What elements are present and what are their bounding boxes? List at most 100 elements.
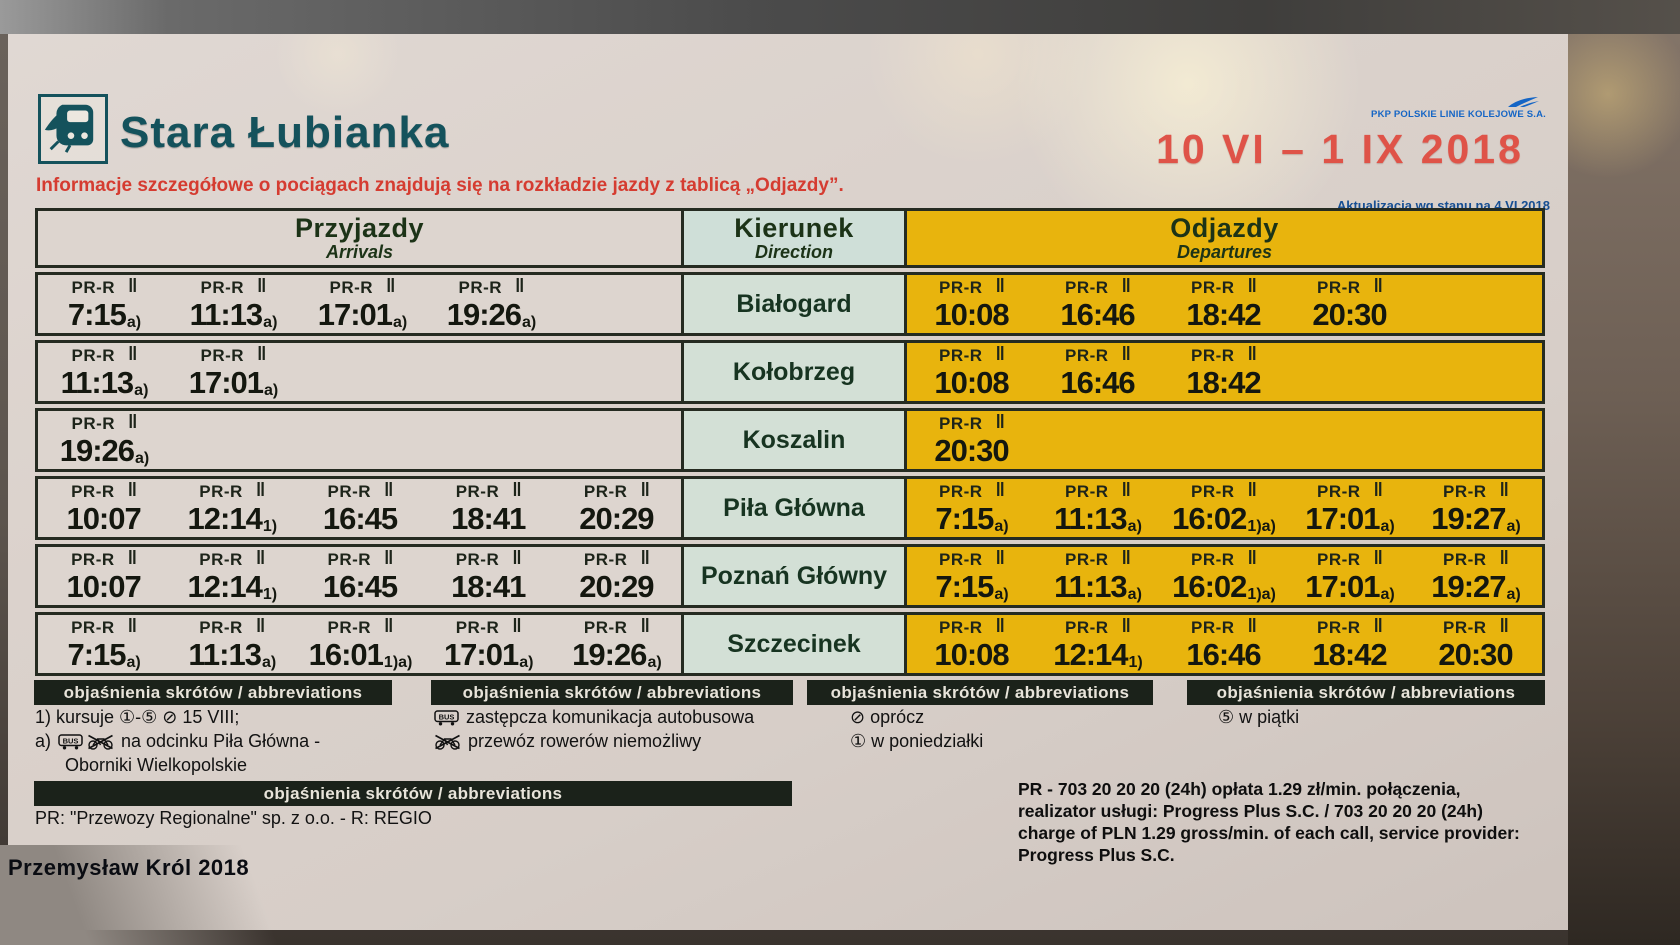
direction-cell: Białogard (681, 275, 907, 333)
train-entry: PR-R ‖ 18:41 (425, 549, 553, 602)
train-entry: PR-R ‖ 20:30 (909, 413, 1035, 468)
no-bicycles-symbol: ‖ (995, 615, 1006, 637)
train-entry: PR-R ‖ 18:41 (425, 481, 553, 534)
no-bicycles-symbol: ‖ (640, 547, 650, 569)
departures-cell: PR-R ‖ 10:08 PR-R ‖ 16:46 PR-R ‖ 18:42 (907, 343, 1542, 401)
timetable-row: PR-R ‖ 7:15a) PR-R ‖ 11:13a) PR-R ‖ 16:011)a) PR-… (35, 612, 1545, 676)
train-category: PR-R ‖ (1191, 617, 1257, 638)
train-category-label: PR-R (1190, 345, 1235, 365)
direction-cell: Koszalin (681, 411, 907, 469)
notice-text: Informacje szczegółowe o pociągach znajd… (36, 175, 844, 196)
footnote-marker: a) (135, 449, 150, 467)
direction-subtitle: Direction (754, 241, 833, 262)
train-category-label: PR-R (71, 345, 116, 365)
train-category-label: PR-R (583, 617, 628, 637)
watermark: Przemysław Król 2018 (8, 855, 250, 880)
train-category-label: PR-R (455, 549, 500, 569)
legend-line: PR: "Przewozy Regionalne" sp. z o.o. - R… (35, 808, 432, 828)
train-category: PR-R ‖ (1316, 277, 1383, 298)
footnote-marker: 1) (1128, 653, 1143, 671)
train-category-label: PR-R (71, 549, 115, 569)
no-bicycles-symbol: ‖ (995, 275, 1006, 297)
no-bicycles-symbol: ‖ (995, 343, 1006, 365)
footnote-marker: 1)a) (1247, 585, 1276, 603)
no-bicycles-symbol: ‖ (386, 275, 396, 297)
train-category: PR-R ‖ (939, 481, 1005, 502)
no-bicycles-symbol: ‖ (1247, 275, 1258, 297)
legend-block-3: objaśnienia skrótów / abbreviations ⊘ opr… (808, 681, 1152, 752)
departures-title: Odjazdy (1170, 213, 1279, 244)
arrivals-title: Przyjazdy (294, 213, 425, 244)
train-category: PR-R ‖ (1191, 481, 1257, 502)
train-time: 10:08 (934, 364, 1009, 400)
no-bicycles-symbol: ‖ (1499, 615, 1510, 637)
train-category: PR-R ‖ (583, 615, 650, 638)
train-category: PR-R ‖ (1317, 617, 1383, 638)
no-bicycles-symbol: ‖ (257, 343, 267, 365)
departures-cell: PR-R ‖ 10:08 PR-R ‖ 12:141) PR-R ‖ 16:46 PR-R ‖ 18:… (907, 615, 1542, 673)
train-category-label: PR-R (583, 481, 628, 501)
train-time: 20:30 (934, 432, 1009, 468)
timetable-row: PR-R ‖ 7:15a) PR-R ‖ 11:13a) PR-R ‖ 17:01a) PR-R ‖… (35, 272, 1545, 336)
footnote-marker: a) (126, 653, 141, 671)
no-bicycles-symbol: ‖ (640, 615, 650, 637)
no-bicycle-icon (434, 734, 461, 750)
train-category: PR-R ‖ (199, 617, 265, 638)
validity-period: 10 VI – 1 IX 2018 (1156, 126, 1524, 172)
train-time: 18:42 (1312, 636, 1387, 672)
train-entry: PR-R ‖ 18:42 (1161, 343, 1287, 398)
train-time: 19:26a) (59, 432, 150, 468)
train-category-label: PR-R (71, 617, 115, 637)
train-entry: PR-R ‖ 11:13a) (1035, 547, 1161, 603)
no-bicycles-symbol: ‖ (1247, 343, 1258, 365)
train-entry: PR-R ‖ 16:46 (1035, 345, 1161, 398)
train-entry: PR-R ‖ 7:15a) (40, 277, 169, 331)
train-category-label: PR-R (71, 413, 116, 433)
train-entry: PR-R ‖ 16:011)a) (296, 617, 424, 671)
train-time: 20:29 (579, 568, 654, 604)
train-category-label: PR-R (1064, 617, 1109, 637)
legend-line: 1) kursuje ①-⑤ ⊘ 15 VIII; (35, 707, 240, 727)
no-bicycles-symbol: ‖ (127, 615, 138, 637)
legend-line: przewóz rowerów niemożliwy (432, 731, 792, 752)
no-bicycles-symbol: ‖ (384, 479, 394, 501)
train-category: PR-R ‖ (71, 549, 137, 570)
train-time: 16:021)a) (1172, 568, 1276, 604)
train-category-label: PR-R (455, 481, 500, 501)
train-category: PR-R ‖ (939, 343, 1006, 366)
train-time: 11:13a) (188, 636, 277, 672)
train-time: 7:15a) (935, 568, 1009, 604)
train-entry: PR-R ‖ 20:29 (553, 481, 681, 534)
legend-line: ① w poniedziałki (850, 731, 984, 751)
train-category: PR-R ‖ (455, 549, 522, 570)
train-time: 7:15a) (935, 500, 1009, 536)
train-category-label: PR-R (938, 277, 983, 297)
pkp-eagle-icon (1508, 97, 1539, 107)
train-time: 10:07 (66, 568, 141, 604)
train-entry: PR-R ‖ 17:01a) (425, 617, 553, 671)
footnote-marker: a) (1506, 585, 1521, 603)
no-bicycles-symbol: ‖ (128, 411, 138, 433)
train-category: PR-R ‖ (938, 275, 1006, 298)
train-category-label: PR-R (327, 481, 372, 501)
train-category-label: PR-R (71, 277, 116, 297)
no-bicycles-symbol: ‖ (1121, 547, 1132, 569)
photo-bottom-left-shading (0, 845, 320, 945)
train-category-label: PR-R (1442, 617, 1487, 637)
footnote-marker: a) (994, 517, 1009, 535)
direction-header-cell: Kierunek Direction (681, 211, 907, 265)
footnote-marker: a) (647, 653, 662, 671)
train-category: PR-R ‖ (329, 275, 396, 298)
bus-icon: BUS (58, 733, 83, 750)
train-logo-icon (38, 94, 108, 164)
train-category: PR-R ‖ (1065, 481, 1131, 502)
train-category: PR-R ‖ (1065, 345, 1131, 366)
legend-title: objaśnienia skrótów / abbreviations (1188, 681, 1544, 704)
train-category: PR-R ‖ (1065, 275, 1132, 298)
direction-cell: Szczecinek (681, 615, 907, 673)
departures-subtitle: Departures (1176, 241, 1273, 262)
no-bicycles-symbol: ‖ (995, 547, 1006, 569)
no-bicycles-symbol: ‖ (1121, 275, 1132, 297)
train-category-label: PR-R (1316, 277, 1361, 297)
no-bicycles-symbol: ‖ (255, 479, 266, 501)
